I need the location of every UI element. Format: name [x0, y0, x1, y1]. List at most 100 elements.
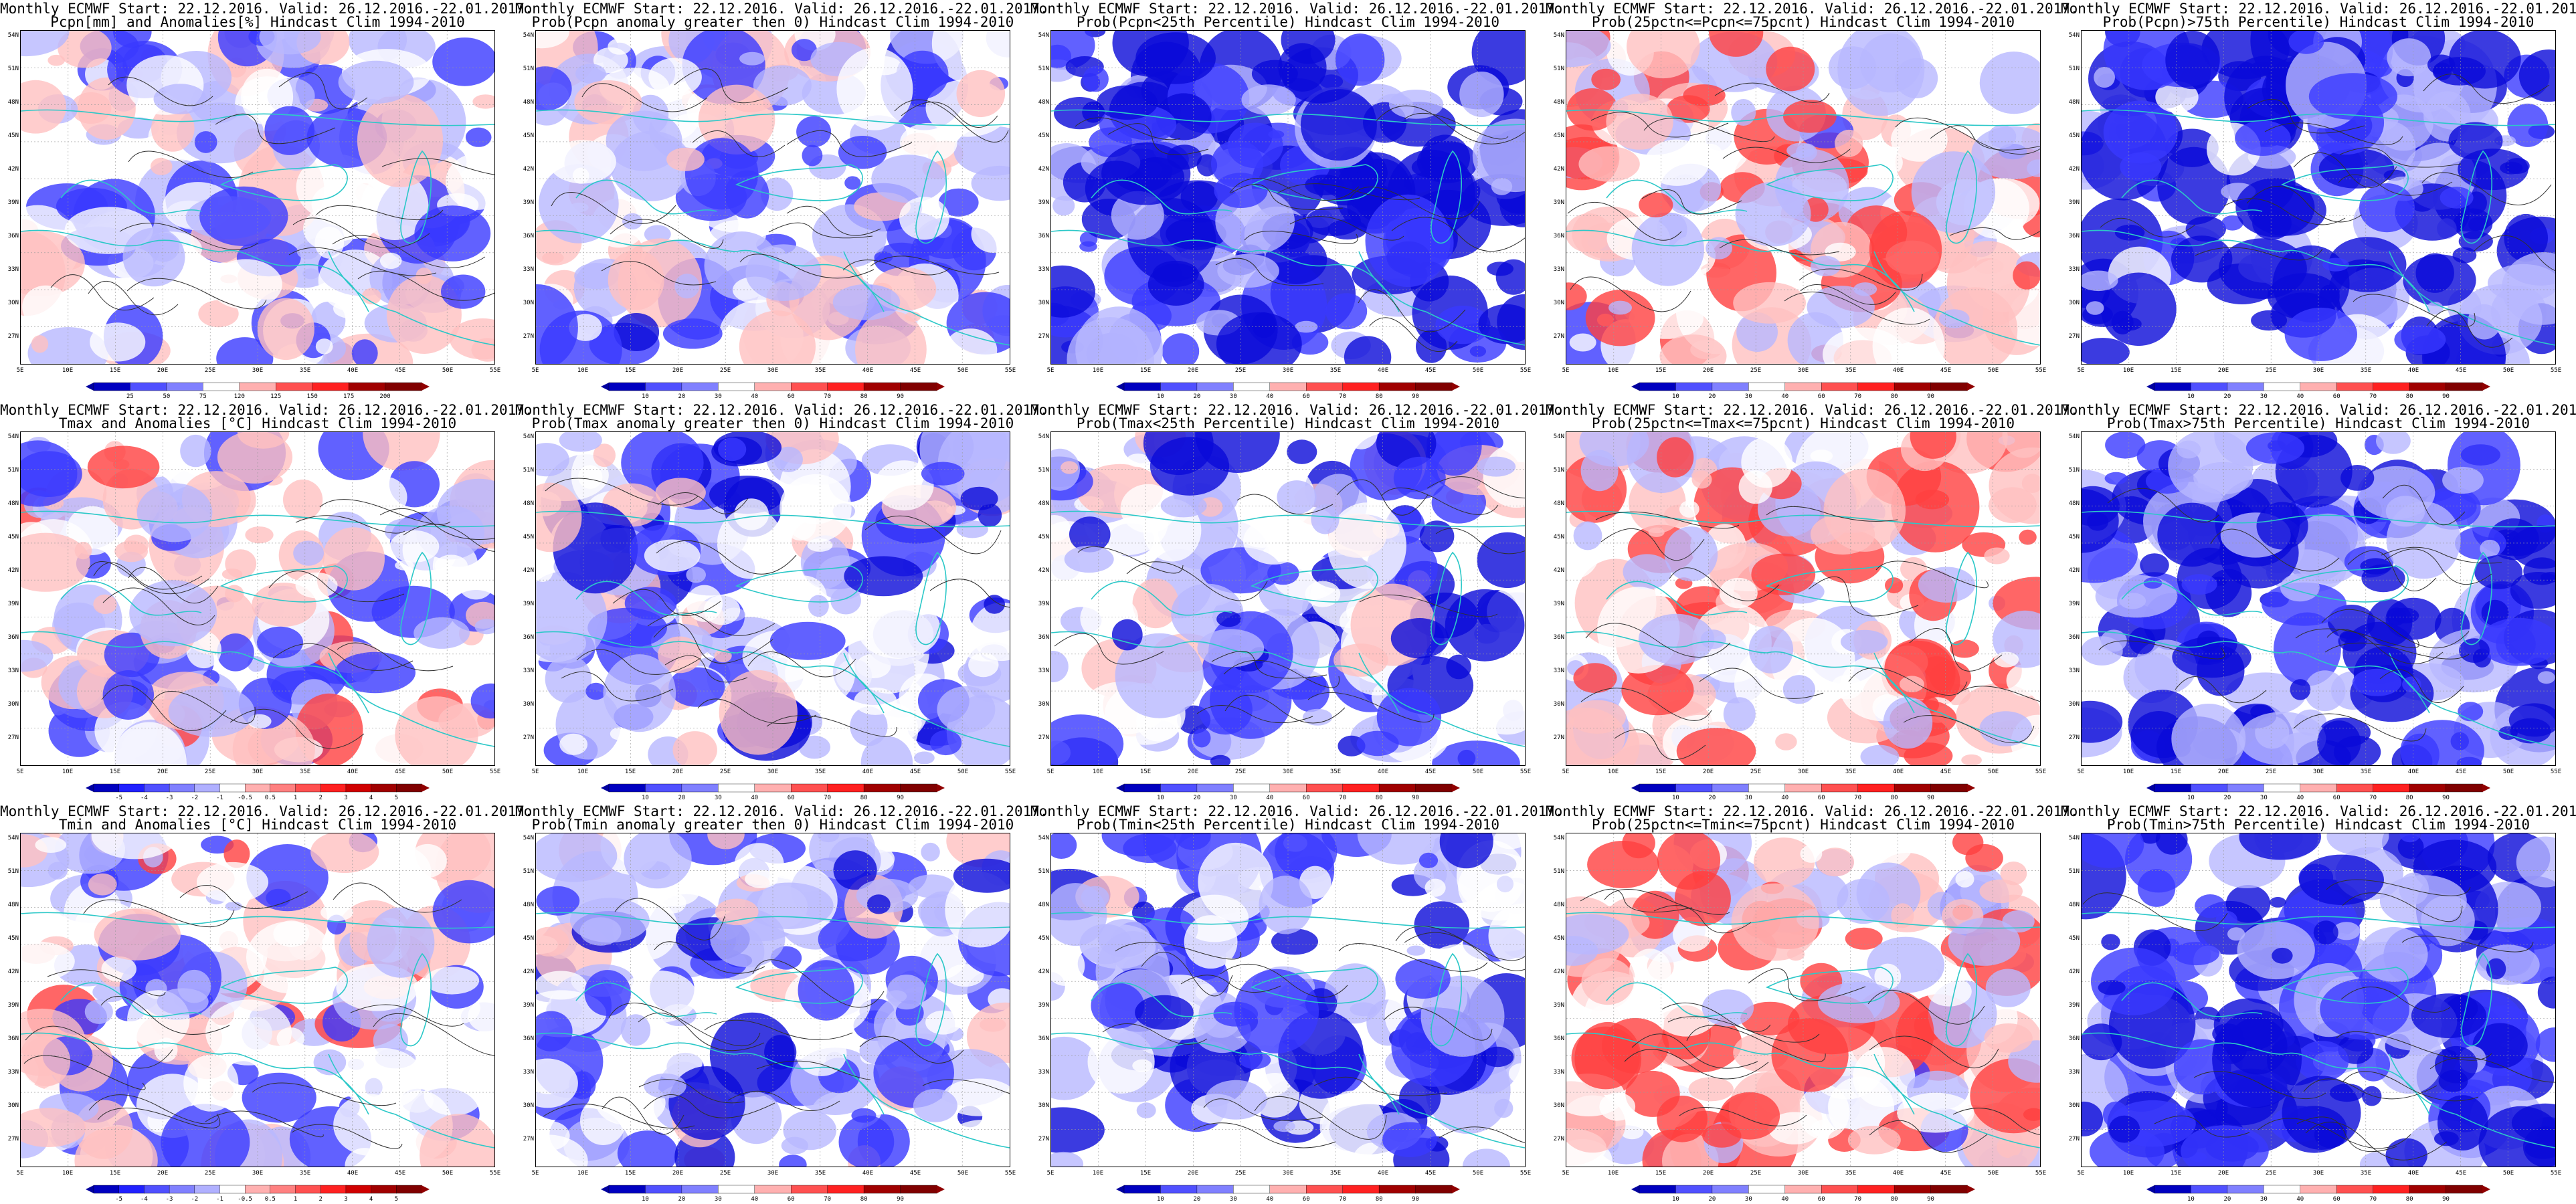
- lat-label: 36N: [2068, 1035, 2080, 1042]
- lon-label: 55E: [1004, 769, 1016, 775]
- lat-label: 51N: [1553, 868, 1564, 875]
- lat-label: 42N: [523, 166, 534, 173]
- lat-label: 27N: [523, 734, 534, 741]
- colorbar-tick-label: 80: [860, 393, 868, 400]
- panel-title: Prob(25pctn<=Pcpn<=75pcnt) Hindcast Clim…: [1591, 14, 2015, 30]
- lon-label: 45E: [1424, 1170, 1437, 1177]
- colorbar-tick-label: 80: [860, 795, 868, 801]
- lat-label: 54N: [7, 433, 19, 440]
- lon-label: 20E: [1187, 367, 1199, 374]
- colorbar-tick-label: 40: [1781, 795, 1789, 801]
- panel-header-line: Monthly ECMWF Start: 22.12.2016. Valid: …: [2061, 1, 2576, 17]
- colorbar-tick-label: 20: [678, 1196, 686, 1203]
- lon-label: 30E: [767, 1170, 779, 1177]
- lat-label: 39N: [7, 199, 19, 206]
- lat-label: 48N: [7, 500, 19, 507]
- lon-label: 25E: [2265, 1170, 2277, 1177]
- map-field: [2081, 833, 2556, 1167]
- lat-label: 42N: [1553, 166, 1564, 173]
- panel-title: Prob(25pctn<=Tmax<=75pcnt) Hindcast Clim…: [1591, 415, 2015, 431]
- colorbar-tick-label: 80: [1375, 393, 1383, 400]
- colorbar-tick-label: -2: [191, 1196, 199, 1203]
- lon-label: 30E: [2312, 367, 2324, 374]
- colorbar-tick-label: -5: [115, 1196, 123, 1203]
- lon-label: 40E: [347, 1170, 359, 1177]
- lat-label: 48N: [2068, 902, 2080, 908]
- lon-label: 20E: [2217, 1170, 2229, 1177]
- colorbar-tick-label: 20: [1708, 1196, 1716, 1203]
- lat-label: 30N: [523, 701, 534, 708]
- colorbar-tick-label: 10: [2187, 795, 2195, 801]
- colorbar-tick-label: 4: [369, 795, 373, 801]
- lat-label: 27N: [2068, 1136, 2080, 1142]
- panel-title: Prob(Tmin anomaly greater then 0) Hindca…: [531, 817, 1014, 833]
- colorbar-tick-label: 90: [1927, 1196, 1934, 1203]
- lon-label: 25E: [204, 1170, 216, 1177]
- lon-label: 15E: [624, 367, 636, 374]
- lat-label: 30N: [2068, 1102, 2080, 1109]
- lon-label: 45E: [394, 1170, 406, 1177]
- lat-label: 54N: [1038, 835, 1049, 841]
- colorbar-tick-label: 90: [1927, 393, 1934, 400]
- panel-title: Prob(25pctn<=Tmin<=75pcnt) Hindcast Clim…: [1591, 817, 2015, 833]
- lat-label: 48N: [1038, 500, 1049, 507]
- lat-label: 45N: [7, 935, 19, 942]
- colorbar-tick-label: 60: [2332, 795, 2340, 801]
- lat-label: 45N: [1038, 534, 1049, 540]
- lon-label: 40E: [1377, 367, 1389, 374]
- lat-label: 36N: [7, 634, 19, 641]
- colorbar-tick-label: 80: [2405, 1196, 2413, 1203]
- map-field: [20, 833, 495, 1167]
- lat-label: 39N: [1038, 601, 1049, 607]
- lat-label: 39N: [1038, 1002, 1049, 1009]
- colorbar-tick-label: 20: [678, 393, 686, 400]
- colorbar-tick-label: 30: [714, 1196, 722, 1203]
- lat-label: 39N: [523, 199, 534, 206]
- lat-label: 30N: [7, 300, 19, 306]
- colorbar-tick-label: 70: [2369, 1196, 2377, 1203]
- colorbar-tick-label: 40: [1781, 1196, 1789, 1203]
- lat-label: 48N: [1553, 902, 1564, 908]
- lat-label: 36N: [2068, 634, 2080, 641]
- lat-label: 48N: [1038, 902, 1049, 908]
- colorbar-tick-label: 70: [1854, 1196, 1862, 1203]
- lat-label: 45N: [1553, 935, 1564, 942]
- panel-title: Prob(Tmax anomaly greater then 0) Hindca…: [531, 415, 1014, 431]
- lat-label: 51N: [1038, 467, 1049, 474]
- colorbar-tick-label: 30: [714, 795, 722, 801]
- lon-label: 10E: [62, 367, 74, 374]
- lat-label: 51N: [2068, 868, 2080, 875]
- lon-label: 35E: [299, 769, 311, 775]
- colorbar-tick-label: 10: [1157, 1196, 1164, 1203]
- lon-label: 25E: [1750, 367, 1762, 374]
- colorbar-tick-label: 5: [394, 795, 399, 801]
- lon-label: 50E: [442, 769, 454, 775]
- lon-label: 10E: [577, 367, 589, 374]
- map-panel-tmax-anomaly: Monthly ECMWF Start: 22.12.2016. Valid: …: [0, 401, 533, 803]
- colorbar-tick-label: 10: [642, 393, 649, 400]
- colorbar-tick-label: 20: [2223, 1196, 2231, 1203]
- colorbar-tick-label: 70: [1339, 1196, 1347, 1203]
- lon-label: 40E: [2407, 769, 2419, 775]
- colorbar-tick-label: -1: [216, 795, 223, 801]
- lat-label: 48N: [523, 99, 534, 106]
- lon-label: 35E: [814, 769, 826, 775]
- lon-label: 45E: [1424, 769, 1437, 775]
- colorbar-tick-label: 4: [369, 1196, 373, 1203]
- colorbar-tick-label: -1: [216, 1196, 223, 1203]
- lon-label: 50E: [1472, 367, 1484, 374]
- colorbar-tick-label: 0.5: [264, 1196, 276, 1203]
- colorbar: [86, 382, 430, 391]
- colorbar-tick-label: 30: [2260, 1196, 2268, 1203]
- colorbar-tick-label: 40: [2296, 795, 2304, 801]
- lat-label: 33N: [7, 1069, 19, 1076]
- map-field: [1566, 833, 2041, 1167]
- lat-label: 51N: [7, 467, 19, 474]
- lat-label: 33N: [7, 266, 19, 273]
- lon-label: 15E: [109, 769, 121, 775]
- colorbar-tick-label: 1: [293, 795, 298, 801]
- lat-label: 36N: [1553, 634, 1564, 641]
- colorbar-tick-label: 70: [824, 795, 832, 801]
- lat-label: 45N: [1038, 132, 1049, 139]
- lon-label: 30E: [1797, 1170, 1809, 1177]
